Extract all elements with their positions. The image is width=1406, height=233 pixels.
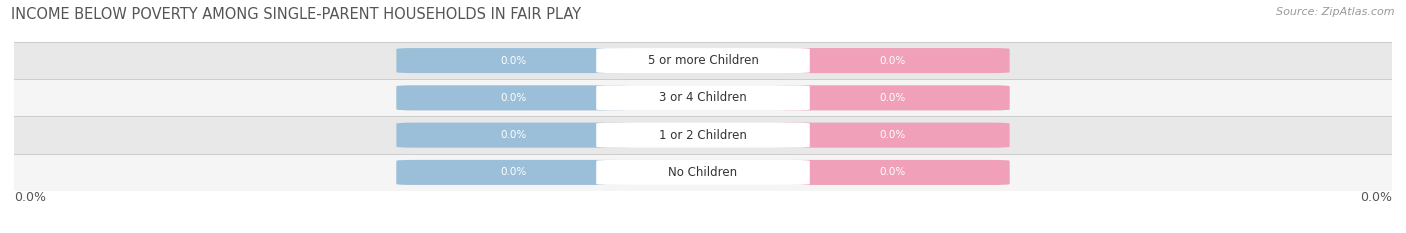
FancyBboxPatch shape xyxy=(775,160,1010,185)
Text: 0.0%: 0.0% xyxy=(501,130,527,140)
Bar xyxy=(14,42,1392,79)
Text: No Children: No Children xyxy=(668,166,738,179)
Bar xyxy=(14,154,1392,191)
Text: 0.0%: 0.0% xyxy=(501,93,527,103)
FancyBboxPatch shape xyxy=(396,48,631,73)
Text: 1 or 2 Children: 1 or 2 Children xyxy=(659,129,747,142)
Bar xyxy=(14,79,1392,116)
Text: 0.0%: 0.0% xyxy=(501,56,527,65)
FancyBboxPatch shape xyxy=(396,85,631,110)
FancyBboxPatch shape xyxy=(396,48,1010,73)
FancyBboxPatch shape xyxy=(396,160,631,185)
Text: 0.0%: 0.0% xyxy=(879,168,905,177)
Text: 0.0%: 0.0% xyxy=(501,168,527,177)
FancyBboxPatch shape xyxy=(396,160,1010,185)
FancyBboxPatch shape xyxy=(396,123,631,148)
Text: Source: ZipAtlas.com: Source: ZipAtlas.com xyxy=(1277,7,1395,17)
FancyBboxPatch shape xyxy=(396,123,1010,148)
FancyBboxPatch shape xyxy=(596,85,810,110)
Text: 0.0%: 0.0% xyxy=(879,93,905,103)
Text: INCOME BELOW POVERTY AMONG SINGLE-PARENT HOUSEHOLDS IN FAIR PLAY: INCOME BELOW POVERTY AMONG SINGLE-PARENT… xyxy=(11,7,581,22)
FancyBboxPatch shape xyxy=(775,85,1010,110)
Text: 5 or more Children: 5 or more Children xyxy=(648,54,758,67)
FancyBboxPatch shape xyxy=(596,123,810,148)
FancyBboxPatch shape xyxy=(596,48,810,73)
Text: 0.0%: 0.0% xyxy=(879,130,905,140)
FancyBboxPatch shape xyxy=(396,85,1010,110)
Text: 0.0%: 0.0% xyxy=(14,191,46,204)
FancyBboxPatch shape xyxy=(775,48,1010,73)
Text: 0.0%: 0.0% xyxy=(879,56,905,65)
Text: 3 or 4 Children: 3 or 4 Children xyxy=(659,91,747,104)
FancyBboxPatch shape xyxy=(775,123,1010,148)
FancyBboxPatch shape xyxy=(596,160,810,185)
Bar xyxy=(14,116,1392,154)
Text: 0.0%: 0.0% xyxy=(1360,191,1392,204)
